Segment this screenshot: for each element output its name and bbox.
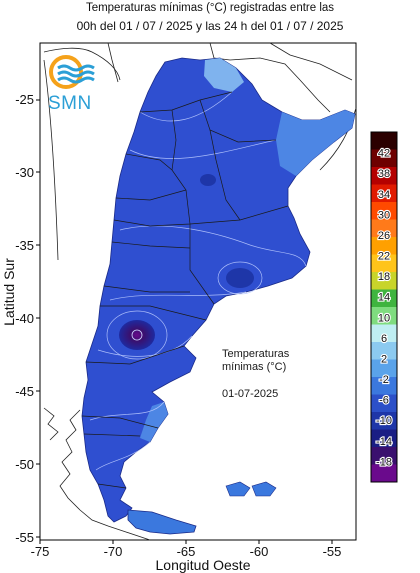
- logo-text: SMN: [48, 93, 92, 114]
- cold-core-la-pampa: [226, 268, 254, 288]
- legend-label: -14: [376, 436, 392, 448]
- legend-label: 38: [378, 168, 390, 180]
- y-tick-label: -45: [15, 384, 34, 399]
- legend-label: 30: [378, 209, 390, 221]
- legend-label: 42: [378, 148, 390, 160]
- legend-label: 14: [378, 292, 390, 304]
- y-tick-label: -55: [15, 530, 34, 545]
- legend-swatch: [371, 237, 397, 255]
- annotation-title-line1: Temperaturas: [222, 348, 290, 360]
- legend-label: -6: [379, 395, 389, 407]
- legend-label: -2: [379, 374, 389, 386]
- legend-swatch: [371, 359, 397, 378]
- legend-swatch: [371, 342, 397, 360]
- cold-core-cordoba: [200, 174, 216, 186]
- logo-waves-icon: [57, 64, 95, 84]
- warm-zone-northeast: [204, 58, 244, 92]
- legend-swatch: [371, 464, 397, 483]
- legend-swatch: [371, 324, 397, 343]
- legend-label: 34: [378, 189, 390, 201]
- legend-label: 6: [381, 333, 387, 345]
- annotation-date: 01-07-2025: [222, 388, 279, 400]
- axis-ticks: [36, 99, 333, 544]
- legend-swatch: [371, 254, 397, 273]
- warm-zone-chubut-coast: [140, 402, 168, 442]
- y-tick-label: -40: [15, 311, 34, 326]
- legend-swatch: [371, 394, 397, 413]
- province-borders: [81, 91, 289, 489]
- cold-core-center: [131, 329, 143, 341]
- x-axis-label: Longitud Oeste: [156, 557, 251, 573]
- legend-swatch: [371, 132, 397, 150]
- legend-label: 26: [378, 230, 390, 242]
- logo-ring-icon: [49, 55, 83, 89]
- y-tick-label: -25: [15, 92, 34, 107]
- y-tick-label: -50: [15, 457, 34, 472]
- smn-logo: SMN: [48, 55, 95, 114]
- y-tick-label: -35: [15, 238, 34, 253]
- legend-swatch: [371, 307, 397, 325]
- legend-swatch: [371, 289, 397, 308]
- isotherm-lines: [89, 91, 307, 471]
- map-title-line2: 00h del 01 / 07 / 2025 y las 24 h del 01…: [76, 19, 344, 33]
- legend-label: -18: [376, 456, 392, 468]
- legend-swatch: [371, 272, 397, 290]
- x-tick-labels: -75 -70 -65 -60 -55: [31, 544, 342, 559]
- legend-swatch: [371, 167, 397, 185]
- x-tick-label: -60: [250, 544, 269, 559]
- legend-swatch: [371, 149, 397, 168]
- x-tick-label: -65: [177, 544, 196, 559]
- legend-label: 2: [381, 353, 387, 365]
- legend-swatch: [371, 377, 397, 395]
- cold-core-andes: [119, 320, 155, 350]
- legend-label: 22: [378, 251, 390, 263]
- annotation-title-line2: mínimas (°C): [222, 361, 287, 373]
- legend-swatch: [371, 429, 397, 448]
- tierra-del-fuego: [127, 509, 197, 535]
- legend-label: 10: [378, 312, 390, 324]
- legend-label: 18: [378, 271, 390, 283]
- x-tick-label: -55: [323, 544, 342, 559]
- y-axis-label: Latitud Sur: [1, 258, 17, 326]
- y-tick-label: -30: [15, 165, 34, 180]
- x-tick-label: -70: [104, 544, 123, 559]
- chile-archipelago: [43, 407, 151, 541]
- malvinas-islands: [225, 481, 277, 497]
- temperature-legend: 42 38 34 30 26 22 18 14 10 6 2 -2 -6 -10 -14 -18: [370, 131, 398, 483]
- legend-swatch: [371, 412, 397, 430]
- warm-zone-mesopotamia: [276, 110, 355, 176]
- legend-swatch: [371, 184, 397, 203]
- x-tick-label: -75: [31, 544, 50, 559]
- y-tick-labels: -25 -30 -35 -40 -45 -50 -55: [15, 92, 34, 545]
- map-title-line1: Temperaturas mínimas (°C) registradas en…: [85, 2, 335, 14]
- legend-label: -10: [376, 415, 392, 427]
- legend-swatch: [371, 219, 397, 238]
- legend-frame: [370, 131, 398, 483]
- legend-swatch: [371, 202, 397, 220]
- legend-swatch: [371, 447, 397, 465]
